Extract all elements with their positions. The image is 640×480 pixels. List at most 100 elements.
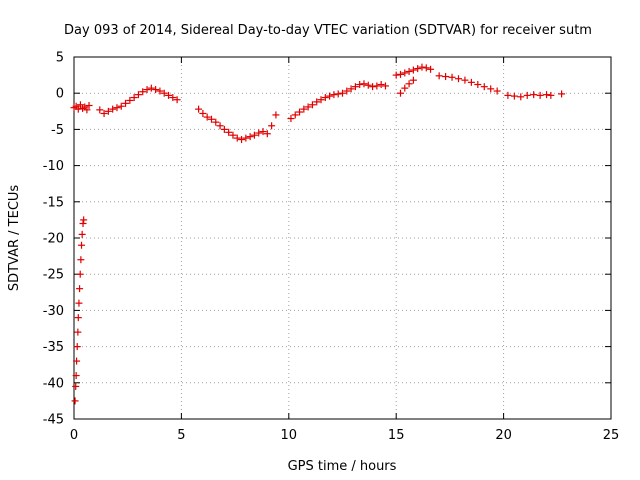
data-point xyxy=(480,83,488,91)
data-point xyxy=(321,94,329,102)
y-tick-label: -40 xyxy=(43,376,64,391)
data-point xyxy=(401,84,409,92)
data-point xyxy=(71,397,79,405)
data-point xyxy=(291,111,299,119)
data-point xyxy=(493,87,501,95)
data-point xyxy=(351,83,359,91)
y-axis: -45 -40 -35 -30 -25 -20 -15 -10 -5 0 5 xyxy=(43,51,611,428)
data-point xyxy=(405,67,413,75)
data-point xyxy=(78,241,86,249)
data-point xyxy=(134,91,142,99)
data-point xyxy=(343,87,351,95)
data-point xyxy=(126,96,134,104)
data-point xyxy=(143,86,151,94)
data-point xyxy=(504,91,512,99)
data-point xyxy=(300,105,308,113)
data-point xyxy=(203,113,211,121)
y-tick-label: 0 xyxy=(56,87,64,102)
data-point xyxy=(317,96,325,104)
data-point xyxy=(238,136,246,144)
data-point xyxy=(409,66,417,74)
data-point xyxy=(448,73,456,81)
data-point xyxy=(517,93,525,101)
x-axis: 0 5 10 15 20 25 xyxy=(70,57,619,443)
data-point xyxy=(523,91,531,99)
data-point xyxy=(169,94,177,102)
data-point xyxy=(530,91,538,99)
data-point xyxy=(356,81,364,89)
y-axis-label: SDTVAR / TECUs xyxy=(7,185,22,292)
data-point xyxy=(78,230,86,238)
data-point xyxy=(373,82,381,90)
data-point xyxy=(76,101,84,109)
y-tick-label: -35 xyxy=(43,340,64,355)
data-point xyxy=(442,73,450,81)
y-tick-label: -45 xyxy=(43,413,64,428)
data-point xyxy=(250,131,258,139)
data-point xyxy=(255,129,263,137)
y-tick-label: -20 xyxy=(43,232,64,247)
data-point xyxy=(409,76,417,84)
data-point xyxy=(104,107,112,115)
data-point xyxy=(422,64,430,72)
data-point xyxy=(233,134,241,142)
data-point xyxy=(195,105,203,113)
data-point xyxy=(75,299,83,307)
y-tick-label: 5 xyxy=(56,51,64,66)
y-tick-label: -10 xyxy=(43,159,64,174)
data-point xyxy=(216,122,224,130)
data-point xyxy=(263,130,271,138)
x-tick-label: 5 xyxy=(177,428,185,443)
data-point xyxy=(347,85,355,93)
data-point xyxy=(96,106,104,114)
x-tick-label: 10 xyxy=(281,428,298,443)
data-point xyxy=(414,65,422,73)
data-point xyxy=(360,80,368,88)
data-point xyxy=(339,89,346,97)
data-point xyxy=(79,220,87,228)
grid-lines xyxy=(74,57,611,419)
data-point xyxy=(85,102,93,110)
data-point xyxy=(122,99,130,107)
data-point xyxy=(113,104,121,112)
data-series xyxy=(70,63,566,405)
data-point xyxy=(80,216,88,224)
data-point xyxy=(418,63,426,71)
data-point xyxy=(152,86,160,94)
data-point xyxy=(117,102,125,110)
data-point xyxy=(364,81,372,89)
data-point xyxy=(304,103,312,111)
data-point xyxy=(401,69,409,77)
data-point xyxy=(377,81,385,89)
data-point xyxy=(173,96,181,104)
x-tick-label: 20 xyxy=(495,428,512,443)
data-point xyxy=(392,71,400,79)
data-point xyxy=(543,91,551,99)
data-point xyxy=(246,133,254,141)
data-point xyxy=(334,90,342,98)
data-point xyxy=(160,89,168,97)
data-point xyxy=(225,128,233,136)
data-point xyxy=(76,285,84,293)
data-point xyxy=(100,109,108,117)
data-point xyxy=(396,70,404,78)
data-point xyxy=(381,82,389,90)
y-tick-label: -25 xyxy=(43,268,64,283)
data-point xyxy=(427,65,435,73)
data-point xyxy=(510,92,518,100)
data-point xyxy=(72,372,80,380)
data-point xyxy=(268,122,276,130)
data-point xyxy=(156,87,164,95)
data-point xyxy=(74,328,82,336)
data-point xyxy=(242,134,250,142)
data-point xyxy=(296,108,304,116)
data-point xyxy=(308,101,316,109)
chart-title: Day 093 of 2014, Sidereal Day-to-day VTE… xyxy=(64,23,592,38)
data-point xyxy=(207,115,215,123)
x-tick-label: 15 xyxy=(388,428,405,443)
data-point xyxy=(147,84,155,92)
x-tick-label: 25 xyxy=(603,428,620,443)
data-point xyxy=(474,81,482,89)
data-point xyxy=(467,78,475,86)
